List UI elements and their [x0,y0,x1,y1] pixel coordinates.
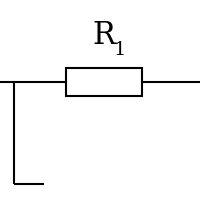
Text: 1: 1 [114,41,126,59]
FancyBboxPatch shape [66,68,142,96]
Text: R: R [93,21,115,51]
